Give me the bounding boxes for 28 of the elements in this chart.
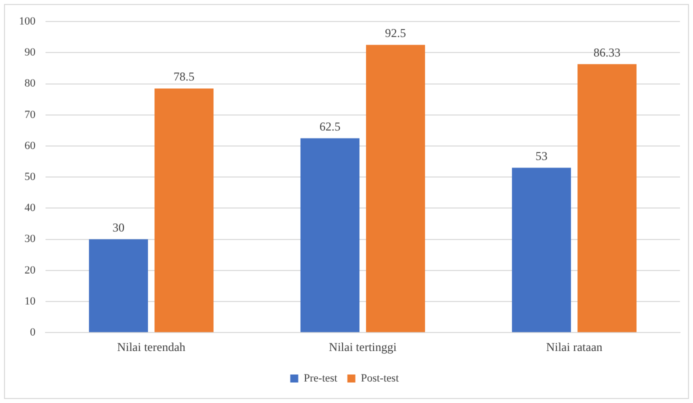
y-tick-label: 80 — [24, 78, 36, 90]
bar — [88, 239, 148, 332]
x-tick-label: Nilai tertinggi — [328, 340, 398, 354]
legend-label: Post-test — [360, 372, 399, 384]
bar — [300, 138, 360, 332]
y-tick-label: 60 — [24, 140, 36, 152]
data-label: 92.5 — [385, 26, 406, 40]
bar — [154, 88, 214, 332]
bar — [578, 64, 637, 332]
data-label: 53 — [535, 148, 548, 163]
y-tick-label: 70 — [24, 108, 36, 121]
data-label: 62.5 — [319, 119, 340, 134]
y-tick-label: 20 — [24, 264, 36, 276]
y-tick-label: 0 — [30, 326, 36, 338]
bar — [512, 168, 571, 332]
x-tick-label: Nilai rataan — [546, 340, 602, 354]
legend-label: Pre-test — [304, 372, 338, 384]
data-label: 30 — [112, 220, 124, 234]
x-tick-label: Nilai terendah — [117, 340, 186, 354]
y-tick-label: 30 — [24, 233, 36, 246]
y-tick-label: 90 — [24, 46, 36, 59]
y-tick-label: 10 — [24, 295, 36, 308]
y-tick-label: 50 — [24, 170, 36, 183]
y-tick-label: 100 — [19, 15, 36, 28]
bar — [366, 44, 426, 332]
y-tick-label: 40 — [24, 202, 36, 214]
data-label: 78.5 — [174, 70, 195, 84]
data-label: 86.33 — [594, 45, 621, 60]
